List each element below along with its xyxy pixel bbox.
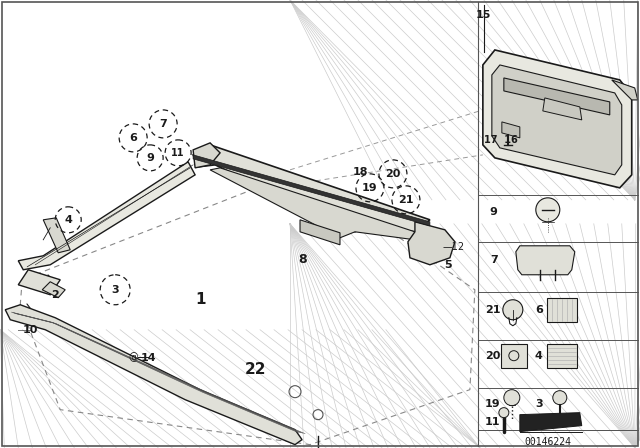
Polygon shape	[504, 78, 610, 115]
Text: 1: 1	[195, 292, 205, 307]
Polygon shape	[612, 80, 637, 100]
Polygon shape	[42, 282, 65, 298]
FancyBboxPatch shape	[501, 344, 527, 368]
Text: 3: 3	[535, 399, 543, 409]
Text: 22: 22	[244, 362, 266, 377]
Text: —12: —12	[443, 242, 465, 252]
Text: 6: 6	[129, 133, 137, 143]
Text: 4: 4	[535, 351, 543, 361]
Text: 18: 18	[352, 167, 368, 177]
Text: 7: 7	[490, 255, 498, 265]
Text: 11: 11	[485, 417, 500, 426]
Text: 9: 9	[490, 207, 498, 217]
Text: 8: 8	[299, 253, 307, 266]
Polygon shape	[19, 162, 195, 270]
Text: 2: 2	[51, 290, 59, 300]
Circle shape	[499, 408, 509, 418]
Text: 10: 10	[22, 325, 38, 335]
Polygon shape	[483, 50, 632, 188]
Text: 19: 19	[485, 399, 500, 409]
Text: 21: 21	[398, 195, 413, 205]
Text: 11: 11	[172, 148, 185, 158]
Polygon shape	[502, 122, 520, 138]
Text: 20: 20	[385, 169, 401, 179]
Circle shape	[504, 390, 520, 405]
Polygon shape	[408, 222, 455, 265]
Text: 7: 7	[159, 119, 167, 129]
Circle shape	[503, 300, 523, 320]
Text: 14: 14	[140, 353, 156, 363]
Polygon shape	[44, 218, 70, 253]
Polygon shape	[543, 98, 582, 120]
Text: 9: 9	[146, 153, 154, 163]
Text: 4: 4	[64, 215, 72, 225]
Polygon shape	[19, 270, 60, 295]
Polygon shape	[516, 246, 575, 275]
Polygon shape	[492, 65, 621, 175]
FancyBboxPatch shape	[547, 344, 577, 368]
Text: 3: 3	[111, 285, 119, 295]
Text: 6: 6	[535, 305, 543, 315]
Text: 20: 20	[485, 351, 500, 361]
FancyBboxPatch shape	[547, 298, 577, 322]
Text: @: @	[129, 352, 138, 362]
Polygon shape	[300, 220, 340, 245]
Circle shape	[536, 198, 560, 222]
Polygon shape	[193, 143, 220, 168]
Polygon shape	[193, 145, 430, 232]
Text: 15: 15	[476, 10, 492, 20]
Polygon shape	[193, 155, 430, 226]
Polygon shape	[210, 168, 415, 240]
Circle shape	[553, 391, 567, 405]
Polygon shape	[520, 413, 582, 431]
Text: 17  16: 17 16	[484, 135, 518, 145]
Text: 00146224: 00146224	[524, 437, 572, 447]
Text: 5: 5	[444, 260, 452, 270]
Text: 21: 21	[485, 305, 500, 315]
Text: 19: 19	[362, 183, 378, 193]
Polygon shape	[5, 305, 302, 444]
